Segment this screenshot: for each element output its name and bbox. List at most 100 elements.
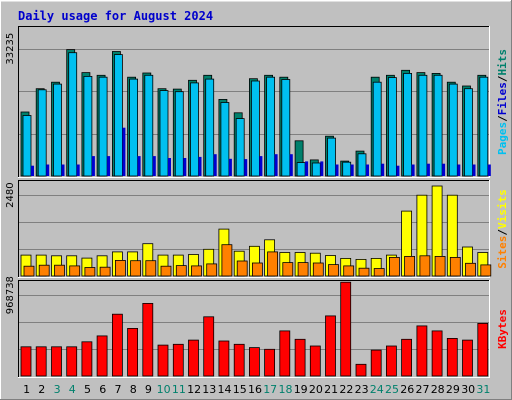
bar-sites-day-27 bbox=[419, 255, 431, 277]
bar-sites-day-9 bbox=[145, 260, 157, 277]
x-tick-day-27: 27 bbox=[416, 383, 430, 396]
x-tick-day-18: 18 bbox=[279, 383, 293, 396]
bar-sites-day-8 bbox=[130, 260, 142, 277]
bar-kbytes-day-6 bbox=[96, 335, 108, 377]
bar-pages-day-9 bbox=[152, 156, 156, 176]
bar-sites-day-2 bbox=[38, 264, 50, 277]
bar-files-day-21 bbox=[327, 137, 336, 177]
bar-files-day-28 bbox=[433, 74, 443, 177]
bar-sites-day-19 bbox=[297, 262, 309, 277]
x-tick-day-29: 29 bbox=[446, 383, 460, 396]
bar-sites-day-5 bbox=[84, 267, 96, 277]
bar-pages-day-23 bbox=[366, 164, 369, 176]
bar-files-day-26 bbox=[403, 73, 413, 177]
bar-pages-day-27 bbox=[426, 163, 430, 176]
bar-files-day-15 bbox=[235, 118, 245, 177]
bar-files-day-30 bbox=[464, 88, 473, 177]
bar-pages-day-15 bbox=[244, 159, 248, 176]
bar-files-day-29 bbox=[448, 83, 458, 177]
x-tick-day-3: 3 bbox=[54, 383, 61, 396]
bar-files-day-1 bbox=[22, 115, 32, 177]
bar-kbytes-day-17 bbox=[264, 348, 276, 377]
bar-kbytes-day-7 bbox=[112, 313, 123, 377]
x-tick-day-31: 31 bbox=[476, 383, 490, 396]
bar-kbytes-day-29 bbox=[446, 337, 458, 377]
bar-sites-day-14 bbox=[221, 244, 233, 277]
bar-kbytes-day-23 bbox=[355, 363, 367, 377]
bar-kbytes-day-21 bbox=[325, 315, 336, 377]
bar-files-day-13 bbox=[205, 78, 215, 177]
bar-pages-day-28 bbox=[442, 163, 446, 176]
x-tick-day-5: 5 bbox=[84, 383, 91, 396]
bar-pages-day-19 bbox=[305, 161, 309, 176]
x-tick-day-16: 16 bbox=[248, 383, 262, 396]
y-max-label: 968738 bbox=[5, 276, 16, 314]
bar-files-day-12 bbox=[190, 82, 199, 177]
bar-kbytes-day-22 bbox=[340, 281, 352, 377]
bar-files-day-22 bbox=[342, 161, 352, 177]
bar-kbytes-day-13 bbox=[203, 316, 215, 377]
x-tick-day-1: 1 bbox=[23, 383, 30, 396]
bar-pages-day-7 bbox=[122, 127, 126, 176]
bar-kbytes-day-10 bbox=[157, 344, 169, 377]
bar-sites-day-23 bbox=[358, 267, 370, 277]
legend-entry: Hits bbox=[496, 49, 509, 76]
bar-sites-day-16 bbox=[251, 262, 263, 277]
bar-sites-day-7 bbox=[115, 259, 126, 277]
bar-files-day-7 bbox=[114, 54, 123, 177]
bar-sites-day-22 bbox=[343, 265, 355, 277]
bar-kbytes-day-14 bbox=[218, 340, 230, 377]
bar-kbytes-day-24 bbox=[370, 349, 382, 377]
x-tick-day-2: 2 bbox=[38, 383, 45, 396]
bar-files-day-9 bbox=[144, 74, 154, 177]
bar-pages-day-8 bbox=[137, 156, 141, 176]
bar-files-day-2 bbox=[37, 89, 47, 177]
bar-files-day-4 bbox=[68, 52, 78, 177]
bar-sites-day-24 bbox=[373, 268, 385, 277]
x-tick-day-7: 7 bbox=[115, 383, 122, 396]
legend-entry: Visits bbox=[496, 189, 509, 229]
bar-pages-day-11 bbox=[183, 158, 187, 176]
x-tick-day-8: 8 bbox=[130, 383, 137, 396]
bar-pages-day-10 bbox=[168, 158, 171, 176]
legend-entry: / bbox=[496, 229, 509, 236]
legend-entry: Pages bbox=[496, 122, 509, 155]
bar-files-day-25 bbox=[387, 77, 397, 177]
bar-sites-day-20 bbox=[312, 262, 324, 277]
legend-requests: Pages/Files/Hits bbox=[496, 49, 509, 155]
x-tick-day-23: 23 bbox=[355, 383, 369, 396]
bar-sites-day-12 bbox=[191, 265, 202, 277]
bar-kbytes-day-25 bbox=[385, 345, 397, 377]
bar-sites-day-25 bbox=[388, 256, 400, 277]
x-tick-day-10: 10 bbox=[157, 383, 171, 396]
bar-kbytes-day-30 bbox=[462, 339, 473, 377]
bar-sites-day-3 bbox=[54, 264, 65, 277]
bar-files-day-20 bbox=[311, 162, 321, 177]
panel-kbytes: 968738 KBytes bbox=[5, 276, 509, 378]
bar-kbytes-day-9 bbox=[142, 302, 154, 377]
bar-pages-day-26 bbox=[411, 164, 415, 176]
bar-sites-day-18 bbox=[282, 262, 294, 277]
bar-files-day-11 bbox=[174, 91, 184, 177]
bar-pages-day-18 bbox=[289, 154, 293, 176]
bar-kbytes-day-15 bbox=[233, 343, 245, 377]
x-tick-day-25: 25 bbox=[385, 383, 399, 396]
bar-files-day-10 bbox=[159, 90, 169, 177]
bar-kbytes-day-18 bbox=[279, 330, 291, 377]
bar-pages-day-5 bbox=[91, 156, 95, 176]
legend-entry: Sites bbox=[496, 236, 509, 269]
x-tick-day-20: 20 bbox=[309, 383, 323, 396]
bar-files-day-23 bbox=[357, 153, 367, 177]
x-tick-day-12: 12 bbox=[187, 383, 201, 396]
bar-files-day-16 bbox=[250, 80, 260, 177]
bar-pages-day-17 bbox=[274, 154, 278, 176]
bar-files-day-18 bbox=[281, 79, 291, 177]
x-tick-day-30: 30 bbox=[461, 383, 475, 396]
bar-pages-day-13 bbox=[213, 154, 217, 176]
bar-sites-day-11 bbox=[175, 265, 187, 277]
bar-files-day-27 bbox=[418, 74, 428, 177]
bar-kbytes-day-5 bbox=[81, 341, 93, 377]
bar-sites-day-15 bbox=[236, 260, 248, 277]
bar-pages-day-4 bbox=[76, 164, 80, 176]
